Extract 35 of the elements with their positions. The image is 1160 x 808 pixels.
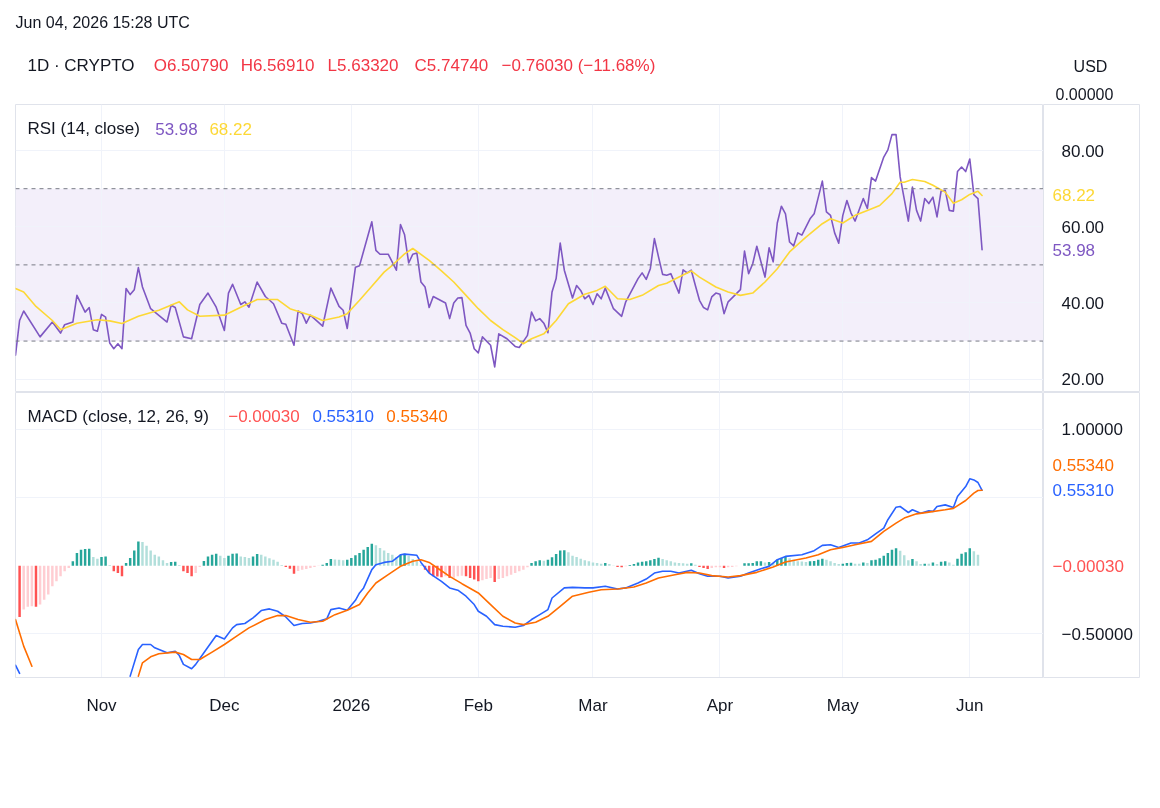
text: 0.55340 (1052, 455, 1114, 475)
text: 53.98 (1052, 240, 1096, 260)
x-tick-label: Dec (209, 695, 240, 715)
y-tick-label: −0.50000 (1061, 624, 1133, 644)
x-tick-label: Apr (706, 695, 734, 715)
annotation: 0.55340 (386, 407, 448, 427)
x-tick-label: Jun (956, 695, 984, 715)
x-tick-label: Nov (86, 695, 118, 715)
text: −0.76030 (−11.68%) (501, 56, 656, 75)
text: Jun 04, 2026 15:28 UTC (15, 14, 190, 31)
x-tick-label: 2026 (332, 695, 371, 715)
text: −0.00030 (1052, 556, 1124, 576)
annotation: 53.98 (155, 119, 198, 139)
x-tick-label: Mar (578, 695, 608, 715)
text: H6.56910 (240, 56, 315, 75)
text: RSI (14, close) (27, 119, 140, 138)
x-tick-label: Feb (463, 695, 493, 715)
annotation: −0.00030 (228, 407, 300, 427)
text: USD (1073, 58, 1108, 75)
text: L5.63320 (327, 56, 399, 75)
text: 0.55310 (1052, 481, 1114, 501)
annotation: 68.22 (209, 119, 252, 139)
y-tick-label: 80.00 (1061, 141, 1105, 161)
y-tick-label: 20.00 (1061, 370, 1105, 390)
y-tick-label: 40.00 (1061, 293, 1105, 313)
text: 0.00000 (1055, 85, 1114, 103)
text: 68.22 (1052, 186, 1096, 206)
text: C5.74740 (414, 56, 489, 75)
y-tick-label: 1.00000 (1061, 420, 1123, 440)
text: 1D · CRYPTO (27, 56, 135, 75)
y-tick-label: 60.00 (1061, 217, 1105, 237)
text: MACD (close, 12, 26, 9) (27, 406, 209, 426)
x-tick-label: May (826, 695, 860, 715)
text: O6.50790 (153, 56, 229, 75)
annotation: 0.55310 (312, 407, 374, 427)
